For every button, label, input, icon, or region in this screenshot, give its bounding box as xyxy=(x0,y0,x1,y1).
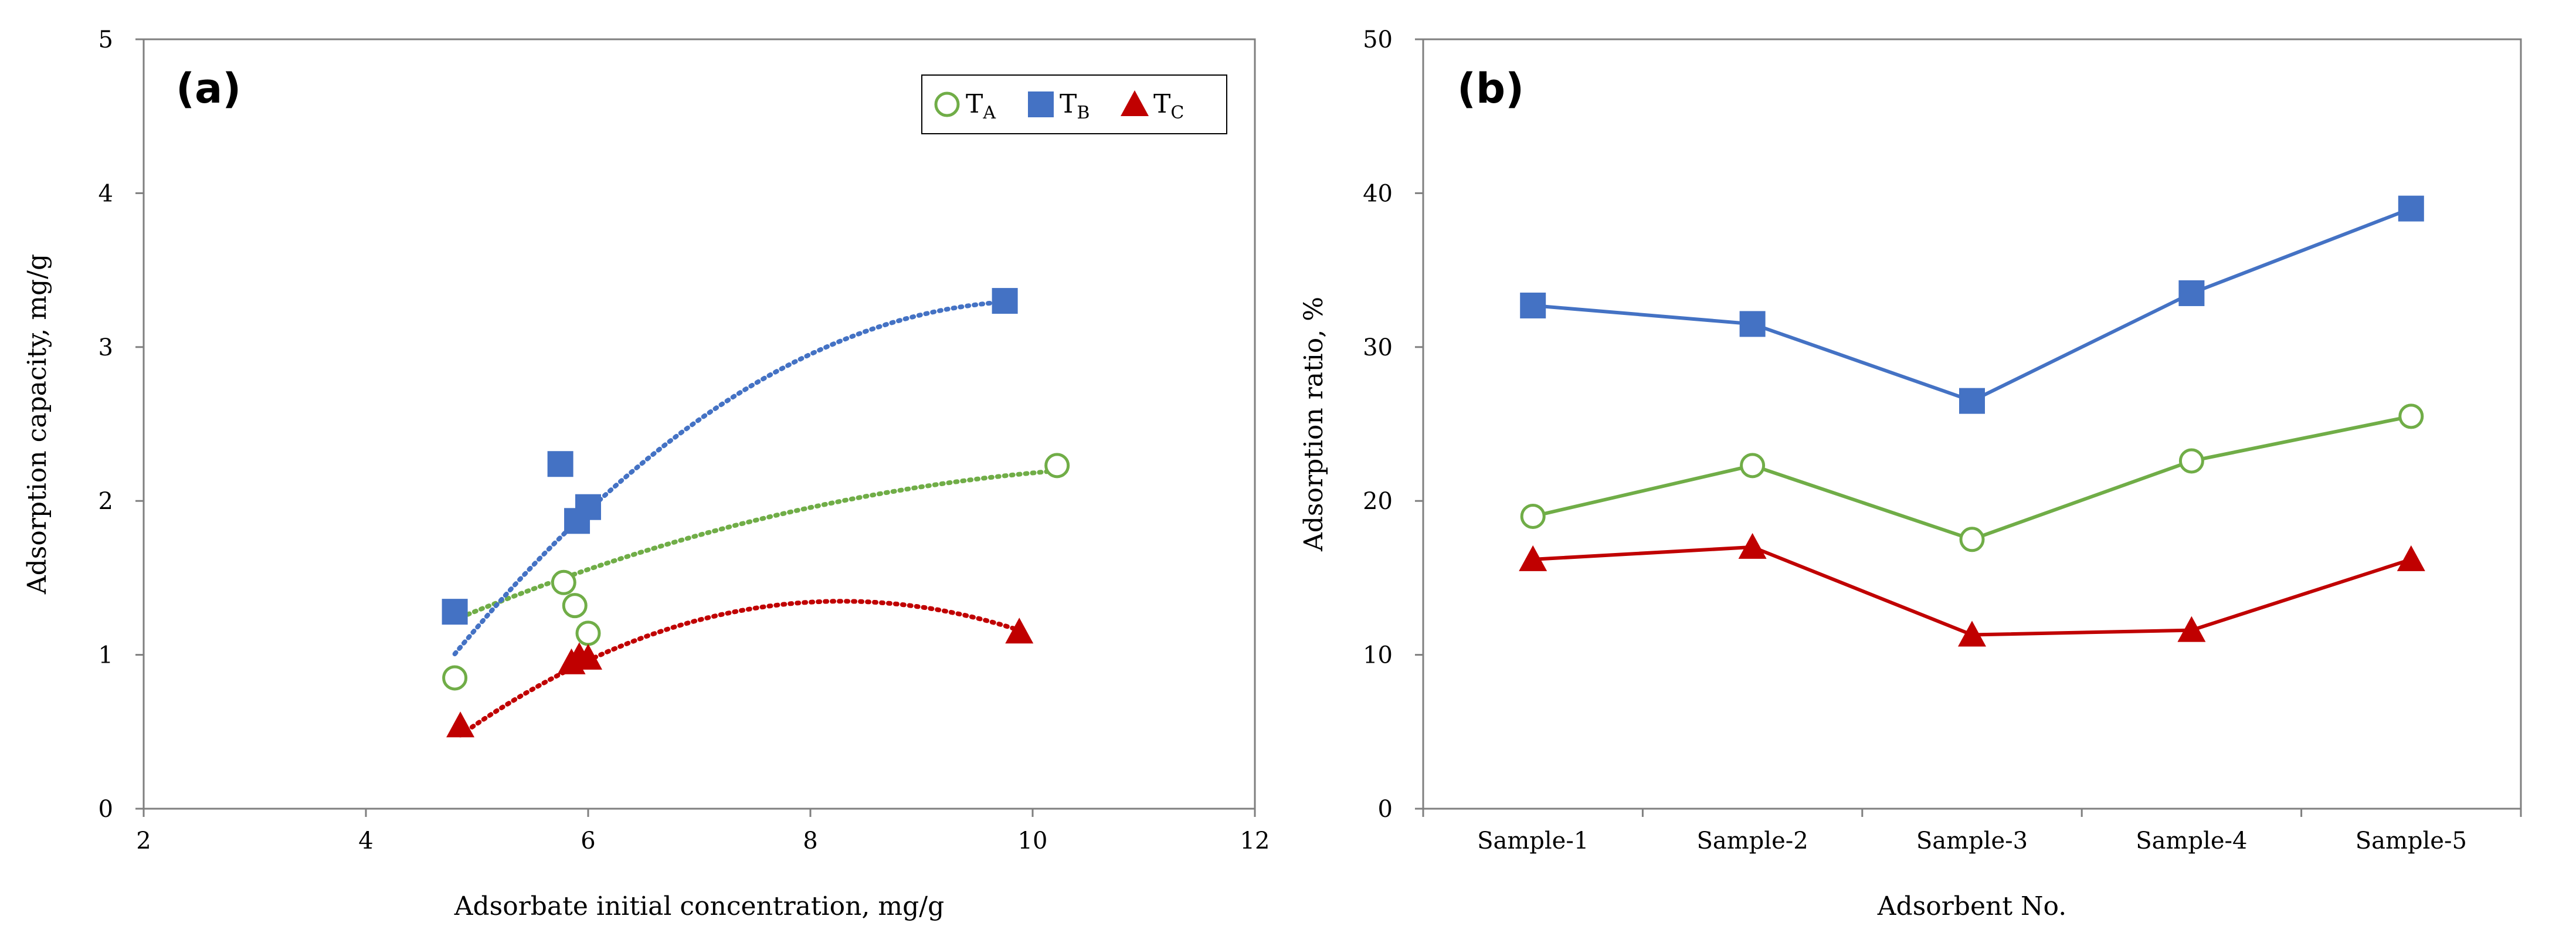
point-T_A xyxy=(1740,453,1766,479)
x-tick-label-a: 12 xyxy=(1240,827,1270,854)
x-tick-label-a: 2 xyxy=(136,827,151,854)
legend-label-sub: C xyxy=(1170,103,1184,123)
point-TA xyxy=(562,593,588,619)
legend-marker-TB xyxy=(1028,91,1054,117)
y-tick-label-a: 5 xyxy=(99,26,113,53)
y-tick-label-a: 2 xyxy=(99,488,113,515)
x-tick-label-b: Sample-2 xyxy=(1696,827,1808,854)
point-TB xyxy=(547,451,573,477)
x-tick-label-a: 4 xyxy=(358,827,373,854)
point-TA xyxy=(551,569,576,595)
point-T_B xyxy=(2178,280,2205,306)
x-axis-title-a: Adsorbate initial concentration, mg/g xyxy=(454,891,945,921)
point-TB xyxy=(992,288,1018,314)
legend-label-sub: B xyxy=(1077,103,1090,123)
point-TC xyxy=(1005,618,1034,644)
point-T_A xyxy=(2398,403,2424,429)
y-tick-label-b: 50 xyxy=(1363,26,1393,53)
y-tick-label-b: 20 xyxy=(1363,488,1393,515)
plot-area-a xyxy=(142,38,1256,810)
legend-label-TB: TB xyxy=(1060,89,1090,123)
legend-label-main: T xyxy=(966,89,983,119)
point-T_C xyxy=(1519,545,1547,571)
y-tick-label-a: 3 xyxy=(99,334,113,361)
x-tick-label-b: Sample-1 xyxy=(1477,827,1589,854)
legend-box xyxy=(921,74,1227,134)
legend-label-main: T xyxy=(1153,89,1170,119)
point-TC xyxy=(574,643,602,670)
y-tick-label-a: 4 xyxy=(99,180,113,207)
point-T_C xyxy=(1958,620,1986,647)
series-line-T_B xyxy=(1532,206,2412,403)
y-tick-label-b: 30 xyxy=(1363,334,1393,361)
point-T_B xyxy=(1959,388,1985,414)
point-T_B xyxy=(1520,292,1546,318)
panel-label-a: (a) xyxy=(176,65,241,113)
point-T_A xyxy=(1959,527,1985,552)
x-axis-title-b: Adsorbent No. xyxy=(1877,891,2066,921)
point-T_B xyxy=(2398,195,2424,222)
point-T_C xyxy=(2397,545,2425,571)
legend-label-main: T xyxy=(1060,89,1077,119)
x-tick-label-a: 10 xyxy=(1018,827,1048,854)
point-TC xyxy=(446,711,475,738)
point-TA xyxy=(575,620,601,646)
legend-marker-TA xyxy=(934,91,960,117)
point-TB xyxy=(575,494,601,520)
point-TA xyxy=(442,665,468,691)
y-tick-label-a: 0 xyxy=(99,796,113,823)
point-T_C xyxy=(1738,532,1767,559)
point-T_A xyxy=(2178,448,2204,474)
legend-label-sub: A xyxy=(982,103,996,123)
y-tick-label-b: 40 xyxy=(1363,180,1393,207)
x-tick-label-a: 6 xyxy=(581,827,595,854)
point-TA xyxy=(1044,453,1070,479)
series-line-T_A xyxy=(1532,414,2412,541)
plot-area-b xyxy=(1422,38,2522,810)
panel-label-b: (b) xyxy=(1457,65,1524,113)
y-tick-label-b: 0 xyxy=(1378,796,1393,823)
legend-a: TA TB TC xyxy=(921,74,1227,134)
point-T_A xyxy=(1520,503,1546,529)
point-TB xyxy=(442,599,468,625)
legend-label-TA: TA xyxy=(966,89,996,123)
legend-label-TC: TC xyxy=(1153,89,1184,123)
y-tick-label-a: 1 xyxy=(99,642,113,669)
x-tick-label-b: Sample-4 xyxy=(2136,827,2247,854)
trendline-TB xyxy=(452,299,1007,657)
y-tick-label-b: 10 xyxy=(1363,642,1393,669)
point-T_C xyxy=(2177,616,2206,642)
x-tick-label-a: 8 xyxy=(803,827,817,854)
trendline-TA xyxy=(452,468,1060,622)
chart-b: Sample-1 Sample-2 Sample-3 Sample-4 Sample-5… xyxy=(1299,26,2522,921)
x-tick-label-b: Sample-5 xyxy=(2356,827,2467,854)
legend-marker-TC xyxy=(1121,90,1149,116)
y-axis-title-b: Adsorption ratio, % xyxy=(1299,297,1329,552)
x-tick-label-b: Sample-3 xyxy=(1916,827,2028,854)
trendline-TC xyxy=(458,599,1022,738)
point-T_B xyxy=(1739,311,1766,337)
y-axis-title-a: Adsorption capacity, mg/g xyxy=(22,254,52,595)
